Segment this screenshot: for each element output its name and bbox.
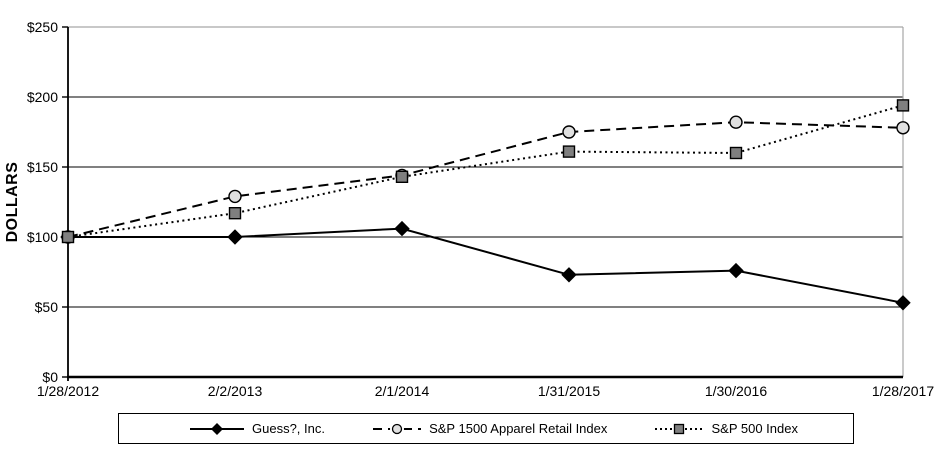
legend-marker-solid-diamond-icon (190, 422, 244, 435)
y-tick-label: $100 (27, 229, 58, 245)
marker-diamond (895, 295, 911, 311)
y-tick-label: $0 (42, 369, 58, 385)
marker-circle (729, 115, 743, 129)
y-tick-label: $50 (35, 299, 59, 315)
legend-item-sp500: S&P 500 Index (654, 421, 798, 436)
marker-square (729, 146, 743, 160)
marker-diamond (561, 267, 577, 283)
x-tick-label: 1/30/2016 (705, 383, 767, 399)
x-tick-label: 1/28/2017 (872, 383, 934, 399)
marker-circle (562, 125, 576, 139)
x-tick-label: 1/31/2015 (538, 383, 600, 399)
marker-square (61, 230, 75, 244)
marker-square (896, 99, 910, 112)
marker-diamond (227, 229, 243, 245)
marker-diamond (394, 220, 410, 237)
legend-marker-dotted-square-icon (655, 422, 704, 435)
marker-circle (896, 121, 910, 135)
legend-label-guess: Guess?, Inc. (252, 421, 325, 436)
marker-square (228, 206, 242, 220)
marker-square (395, 170, 409, 184)
series-line-0 (68, 227, 904, 304)
x-tick-label: 1/28/2012 (37, 383, 99, 399)
y-tick-label: $250 (27, 19, 58, 35)
legend: Guess?, Inc. S&P 1500 Apparel Retail Ind… (118, 413, 854, 444)
x-tick-label: 2/1/2014 (375, 383, 430, 399)
series-line-1 (67, 121, 904, 238)
legend-item-apparel-index: S&P 1500 Apparel Retail Index (372, 421, 607, 436)
x-tick-label: 2/2/2013 (208, 383, 263, 399)
legend-label-apparel-index: S&P 1500 Apparel Retail Index (429, 421, 608, 436)
y-tick-label: $200 (27, 89, 58, 105)
marker-diamond (728, 262, 744, 279)
y-axis-title: DOLLARS (4, 161, 21, 243)
legend-label-sp500: S&P 500 Index (711, 421, 798, 436)
marker-circle (228, 189, 242, 204)
series-line-2 (67, 104, 904, 238)
marker-square (562, 145, 576, 158)
legend-marker-dashed-circle-icon (373, 421, 422, 436)
y-tick-label: $150 (27, 159, 58, 175)
legend-item-guess: Guess?, Inc. (189, 421, 325, 436)
